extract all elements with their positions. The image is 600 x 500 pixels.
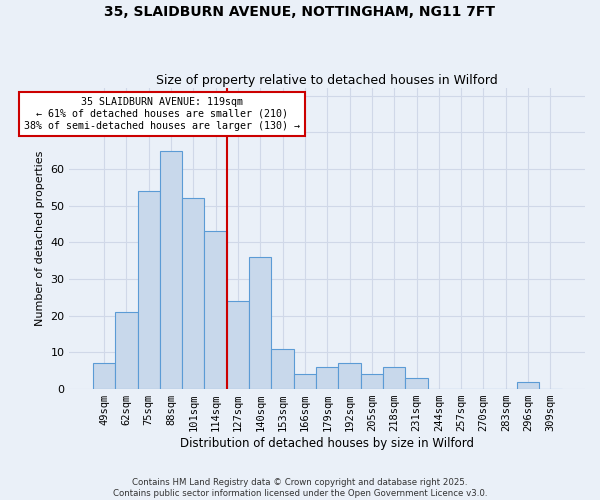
Y-axis label: Number of detached properties: Number of detached properties (35, 151, 45, 326)
Bar (182, 198, 205, 389)
Bar (160, 150, 182, 389)
Text: Contains HM Land Registry data © Crown copyright and database right 2025.
Contai: Contains HM Land Registry data © Crown c… (113, 478, 487, 498)
Bar (338, 364, 361, 389)
Text: 35 SLAIDBURN AVENUE: 119sqm
← 61% of detached houses are smaller (210)
38% of se: 35 SLAIDBURN AVENUE: 119sqm ← 61% of det… (24, 98, 300, 130)
Bar (115, 312, 137, 389)
Text: 35, SLAIDBURN AVENUE, NOTTINGHAM, NG11 7FT: 35, SLAIDBURN AVENUE, NOTTINGHAM, NG11 7… (104, 5, 496, 19)
Bar (249, 257, 271, 389)
Bar (93, 364, 115, 389)
Bar (406, 378, 428, 389)
Title: Size of property relative to detached houses in Wilford: Size of property relative to detached ho… (157, 74, 498, 87)
Bar (137, 191, 160, 389)
X-axis label: Distribution of detached houses by size in Wilford: Distribution of detached houses by size … (180, 437, 474, 450)
Bar (294, 374, 316, 389)
Bar (316, 367, 338, 389)
Bar (517, 382, 539, 389)
Bar (227, 301, 249, 389)
Bar (205, 232, 227, 389)
Bar (361, 374, 383, 389)
Bar (383, 367, 406, 389)
Bar (271, 348, 294, 389)
